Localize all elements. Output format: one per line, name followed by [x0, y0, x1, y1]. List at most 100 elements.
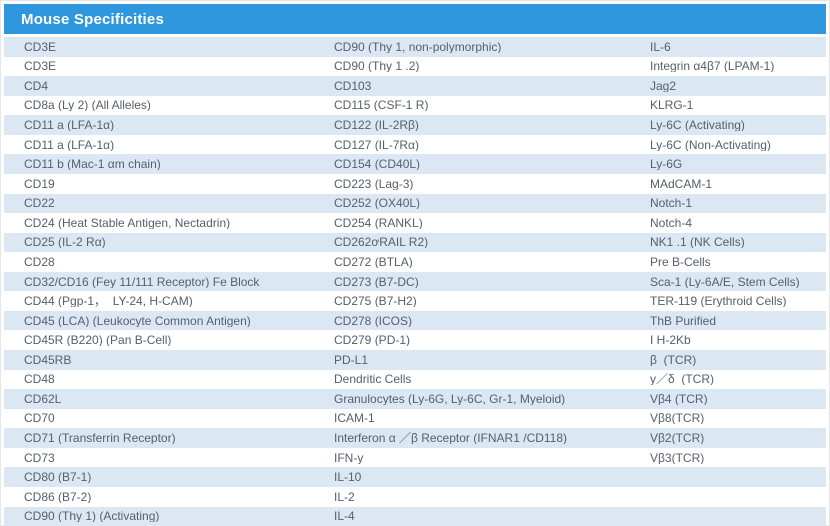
table-cell: CD8a (Ly 2) (All Alleles): [24, 99, 151, 112]
table-cell: CD103: [334, 79, 372, 92]
table-cell: CD62L: [24, 392, 62, 405]
table-cell: CD25 (IL-2 Rα): [24, 236, 106, 249]
table-row: CD32/CD16 (Fey 11/111 Receptor) Fe Block…: [4, 271, 826, 292]
table-cell: CD45R (B220) (Pan B-Cell): [24, 334, 172, 347]
table-cell: CD44 (Pgp-1， LY-24, H-CAM): [24, 295, 193, 308]
table-cell: CD90 (Thy 1 .2): [334, 60, 420, 73]
table-cell: ICAM-1: [334, 412, 375, 425]
table-cell: CD272 (BTLA): [334, 255, 413, 268]
table-row: CD3E CD90 (Thy 1 .2) Integrin α4β7 (LPAM-1…: [4, 56, 826, 77]
table-row: CD90 (Thy 1) (Activating) IL-4: [4, 506, 826, 525]
table-cell: CD115 (CSF-1 R): [334, 99, 429, 112]
table-cell: IL-10: [334, 471, 362, 484]
table-cell: CD273 (B7-DC): [334, 275, 419, 288]
table-cell: IFN-y: [334, 451, 364, 464]
table-row: CD28 CD272 (BTLA) Pre B-Cells: [4, 252, 826, 272]
table-cell: CD19: [24, 177, 55, 190]
table-cell: KLRG-1: [650, 99, 694, 112]
table-row: CD24 (Heat Stable Antigen, Nectadrin) CD2…: [4, 213, 826, 233]
table-row: CD73 IFN-y Vβ3(TCR): [4, 447, 826, 468]
table-cell: Notch-4: [650, 216, 693, 229]
table-cell: ThB Purified: [650, 314, 717, 327]
table-cell: Pre B-Cells: [650, 255, 711, 268]
table-cell: CD45 (LCA) (Leukocyte Common Antigen): [24, 314, 251, 327]
table-cell: Vβ4 (TCR): [650, 392, 708, 405]
table-cell: CD90 (Thy 1) (Activating): [24, 510, 160, 523]
table-row: CD11 b (Mac-1 αm chain) CD154 (CD40L) Ly-6…: [4, 154, 826, 174]
table-cell: CD90 (Thy 1, non-polymorphic): [334, 40, 502, 53]
table-row: CD3E CD90 (Thy 1, non-polymorphic) IL-6: [4, 37, 826, 57]
table-row: CD45RB PD-L1 β (TCR): [4, 350, 826, 370]
table-cell: Vβ3(TCR): [650, 451, 705, 464]
table-cell: CD48: [24, 373, 55, 386]
table-row: CD70 ICAM-1 Vβ8(TCR): [4, 408, 826, 429]
table-cell: PD-L1: [334, 353, 369, 366]
table-cell: Ly-6C (Non-Activating): [650, 138, 771, 151]
table-cell: Ly-6G: [650, 158, 683, 171]
table-cell: Granulocytes (Ly-6G, Ly-6C, Gr-1, Myeloi…: [334, 392, 566, 405]
table-cell: CD80 (B7-1): [24, 471, 92, 484]
table-cell: CD28: [24, 255, 55, 268]
table-row: CD19 CD223 (Lag-3) MAdCAM-1: [4, 173, 826, 194]
table-cell: CD86 (B7-2): [24, 490, 92, 503]
table-cell: TER-119 (Erythroid Cells): [650, 295, 787, 308]
table-cell: CD262ơRAIL R2): [334, 236, 429, 249]
table-cell: CD11 a (LFA-1α): [24, 119, 115, 132]
table-row: CD11 a (LFA-1α) CD122 (IL-2Rβ) Ly-6C (Acti…: [4, 115, 826, 135]
table-cell: y／δ (TCR): [650, 373, 715, 386]
table-row: CD80 (B7-1) IL-10: [4, 467, 826, 487]
table-cell: Jag2: [650, 79, 677, 92]
table-cell: CD127 (IL-7Rα): [334, 138, 419, 151]
table-cell: CD278 (ICOS): [334, 314, 413, 327]
table-cell: Vβ8(TCR): [650, 412, 705, 425]
table-cell: CD24 (Heat Stable Antigen, Nectadrin): [24, 216, 231, 229]
table-cell: CD223 (Lag-3): [334, 177, 414, 190]
table-cell: CD3E: [24, 40, 57, 53]
table-body: CD3E CD90 (Thy 1, non-polymorphic) IL-6 CD3…: [4, 37, 826, 525]
table-cell: I H-2Kb: [650, 334, 691, 347]
table-cell: CD252 (OX40L): [334, 197, 421, 210]
table-row: CD45 (LCA) (Leukocyte Common Antigen) CD2…: [4, 310, 826, 331]
page-title: Mouse Specificities: [21, 10, 165, 28]
table-cell: CD71 (Transferrin Receptor): [24, 432, 176, 445]
table-row: CD8a (Ly 2) (All Alleles) CD115 (CSF-1 R)…: [4, 95, 826, 116]
table-cell: Notch-1: [650, 197, 693, 210]
table-row: CD22 CD252 (OX40L) Notch-1: [4, 193, 826, 214]
table-cell: Dendritic Cells: [334, 373, 412, 386]
table-row: CD45R (B220) (Pan B-Cell) CD279 (PD-1) I H…: [4, 330, 826, 350]
table-cell: CD279 (PD-1): [334, 334, 411, 347]
table-row: CD48 Dendritic Cells y／δ (TCR): [4, 369, 826, 390]
table-cell: β (TCR): [650, 353, 697, 366]
table-row: CD25 (IL-2 Rα) CD262ơRAIL R2) NK1 .1 (NK C…: [4, 232, 826, 253]
table-cell: IL-6: [650, 40, 671, 53]
table-cell: NK1 .1 (NK Cells): [650, 236, 745, 249]
table-row: CD44 (Pgp-1， LY-24, H-CAM) CD275 (B7-H2) T…: [4, 291, 826, 311]
table-cell: CD45RB: [24, 353, 72, 366]
table-cell: CD254 (RANKL): [334, 216, 423, 229]
table-cell: CD122 (IL-2Rβ): [334, 119, 419, 132]
table-cell: Integrin α4β7 (LPAM-1): [650, 60, 775, 73]
table-cell: Interferon α ／β Receptor (IFNAR1 /CD118): [334, 432, 568, 445]
table-cell: MAdCAM-1: [650, 177, 713, 190]
table-cell: CD22: [24, 197, 55, 210]
table-row: CD4 CD103 Jag2: [4, 76, 826, 96]
table-cell: CD275 (B7-H2): [334, 295, 417, 308]
table-cell: CD70: [24, 412, 55, 425]
table-cell: Ly-6C (Activating): [650, 119, 745, 132]
table-row: CD11 a (LFA-1α) CD127 (IL-7Rα) Ly-6C (Non-…: [4, 134, 826, 155]
table-cell: CD11 b (Mac-1 αm chain): [24, 158, 161, 171]
table-cell: CD154 (CD40L): [334, 158, 421, 171]
table-cell: Sca-1 (Ly-6A/E, Stem Cells): [650, 275, 800, 288]
table-cell: IL-2: [334, 490, 355, 503]
table-cell: CD3E: [24, 60, 57, 73]
table-cell: CD11 a (LFA-1α): [24, 138, 115, 151]
table-row: CD86 (B7-2) IL-2: [4, 486, 826, 507]
table-cell: CD4: [24, 79, 49, 92]
table-cell: CD73: [24, 451, 55, 464]
table-cell: CD32/CD16 (Fey 11/111 Receptor) Fe Block: [24, 275, 260, 288]
table-cell: Vβ2(TCR): [650, 432, 705, 445]
table-row: CD62L Granulocytes (Ly-6G, Ly-6C, Gr-1, M…: [4, 389, 826, 409]
table-header-bar: Mouse Specificities: [4, 4, 826, 34]
table-row: CD71 (Transferrin Receptor) Interferon α …: [4, 428, 826, 448]
